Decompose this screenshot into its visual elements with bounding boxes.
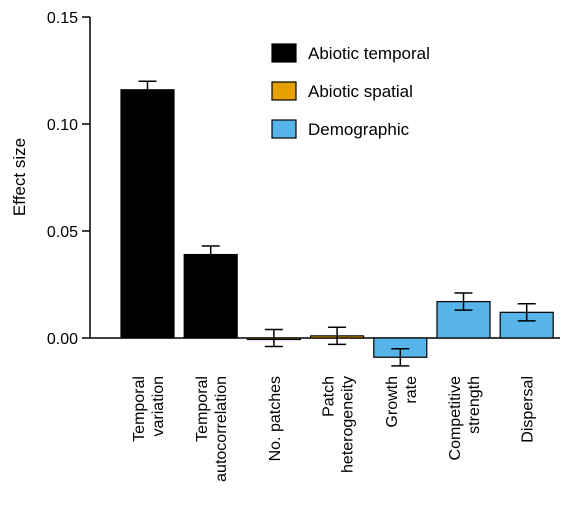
bar [120, 89, 175, 339]
y-tick-label: 0.00 [47, 331, 78, 348]
legend-swatch [271, 43, 297, 63]
legend: Abiotic temporal Abiotic spatial Demograph… [271, 43, 430, 139]
x-tick-label: Temporal [131, 376, 148, 442]
x-tick-label: Competitive [447, 376, 464, 461]
x-tick-label: strength [466, 376, 483, 434]
x-tick-label: Growth [384, 376, 401, 428]
bars [120, 80, 554, 367]
y-tick-label: 0.10 [47, 117, 78, 134]
y-tick-label: 0.15 [47, 10, 78, 27]
x-tick-label: Patch [321, 376, 338, 417]
y-tick-label: 0.05 [47, 224, 78, 241]
x-tick-label: Temporal [194, 376, 211, 442]
legend-swatch [271, 81, 297, 101]
x-tick-label: Dispersal [520, 376, 537, 443]
x-tick-label: variation [150, 376, 167, 436]
bar [183, 253, 238, 339]
y-axis-label: Effect size [10, 138, 29, 216]
legend-swatch [271, 119, 297, 139]
x-tick-label: autocorrelation [213, 376, 230, 482]
x-tick-label: heterogeneity [340, 376, 357, 473]
legend-label: Abiotic temporal [308, 44, 430, 63]
x-tick-label: rate [403, 376, 420, 404]
x-tick-label: No. patches [267, 376, 284, 461]
legend-label: Demographic [308, 120, 410, 139]
legend-label: Abiotic spatial [308, 82, 413, 101]
